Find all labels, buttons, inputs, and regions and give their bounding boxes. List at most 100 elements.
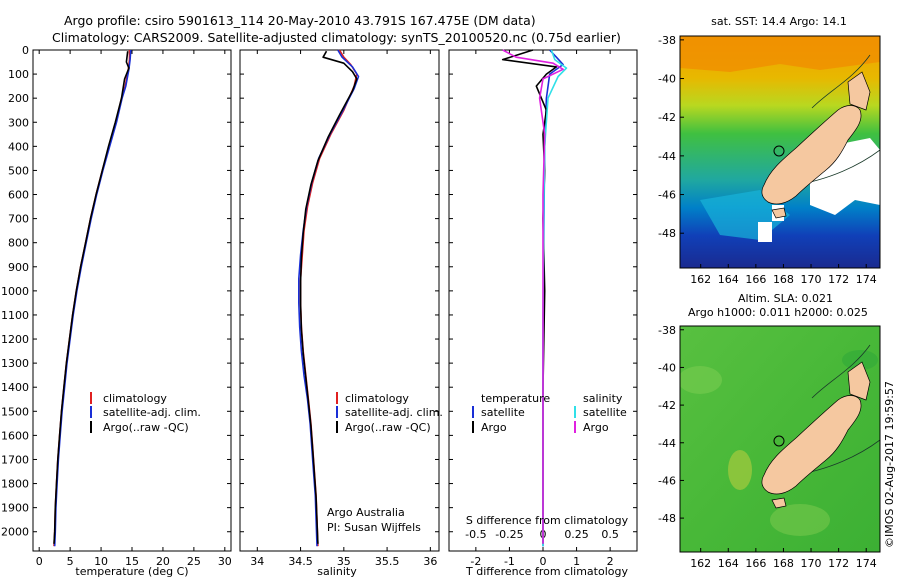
lon-tick-label: 170: [801, 273, 822, 286]
legend-label-argo: Argo(..raw -QC): [345, 421, 431, 434]
argo-position-marker: [773, 435, 785, 447]
lon-tick-label: 172: [828, 557, 849, 570]
depth-tick-label: 1700: [1, 453, 29, 466]
x-tick-label: 34: [250, 555, 264, 568]
imos-watermark: ©IMOS 02-Aug-2017 19:59:57: [883, 381, 896, 548]
legend-label-climatology: climatology: [345, 392, 409, 405]
sla-map-title-1: Altim. SLA: 0.021: [738, 292, 833, 305]
sla-map: [680, 326, 880, 552]
legend-label-satellite: satellite-adj. clim.: [103, 406, 201, 419]
x-tick-label: 20: [156, 555, 170, 568]
lat-tick-label: -38: [658, 324, 676, 337]
depth-tick-label: 1300: [1, 357, 29, 370]
x-tick-label: 1: [573, 555, 580, 568]
land-north-island: [847, 361, 871, 401]
title-line-1: Argo profile: csiro 5901613_114 20-May-2…: [64, 13, 536, 28]
lat-tick-label: -42: [658, 111, 676, 124]
x-tick-label: 25: [187, 555, 201, 568]
sst-map-title: sat. SST: 14.4 Argo: 14.1: [711, 15, 847, 28]
land-stewart-island: [771, 207, 787, 219]
sla-patch: [770, 504, 830, 536]
depth-tick-label: 0: [22, 44, 29, 57]
lon-tick-label: 170: [801, 557, 822, 570]
temperature-plot: 0 5 10 15 20 25 30: [36, 49, 232, 568]
depth-tick-label: 1000: [1, 285, 29, 298]
legend-label-s-satellite: satellite: [583, 406, 627, 419]
legend-label-climatology: climatology: [103, 392, 167, 405]
lon-tick-label: 162: [690, 557, 711, 570]
x-tick-label: 35.5: [375, 555, 400, 568]
x-tick-label: 35: [337, 555, 351, 568]
depth-tick-label: 300: [8, 116, 29, 129]
lon-tick-label: 164: [718, 273, 739, 286]
series-line-argo-raw-qc-: [53, 51, 130, 544]
lat-tick-label: -44: [658, 437, 676, 450]
lon-tick-label: 168: [773, 557, 794, 570]
depth-tick-label: 400: [8, 140, 29, 153]
lat-tick-label: -44: [658, 150, 676, 163]
series-line-satellite-adj-clim-: [53, 49, 132, 547]
x-tick-label: 34.5: [288, 555, 313, 568]
depth-axis: 0 100 200 300 400 500 600 700 800 900 1000 1100 1200…: [1, 44, 637, 539]
x-tick-label: 5: [67, 555, 74, 568]
temperature-plot-frame: [32, 49, 232, 552]
sla-patch: [680, 366, 722, 394]
sla-map-title-2: Argo h1000: 0.011 h2000: 0.025: [688, 306, 868, 319]
depth-tick-label: 100: [8, 68, 29, 81]
depth-tick-label: 800: [8, 237, 29, 250]
lon-tick-label: 174: [856, 557, 877, 570]
depth-tick-label: 200: [8, 92, 29, 105]
s-difference-axis-label: S difference from climatology: [466, 514, 629, 527]
salinity-legend: climatology satellite-adj. clim. Argo(..…: [327, 392, 443, 534]
series-line-argo-raw-qc-: [299, 50, 358, 544]
s-difference-tick-label: 0.25: [564, 528, 589, 541]
lat-tick-label: -48: [658, 227, 676, 240]
depth-tick-label: 1500: [1, 405, 29, 418]
depth-tick-label: 600: [8, 189, 29, 202]
lon-tick-label: 174: [856, 273, 877, 286]
legend-label-argo: Argo(..raw -QC): [103, 421, 189, 434]
series-line-satellite-adj-clim-: [298, 49, 360, 547]
legend-title-temperature: temperature: [481, 392, 550, 405]
depth-tick-label: 1800: [1, 478, 29, 491]
sla-patch: [842, 350, 878, 370]
temperature-legend: climatology satellite-adj. clim. Argo(..…: [90, 392, 201, 434]
salinity-plot: 34 34.5 35 35.5 36: [250, 49, 437, 568]
lat-tick-label: -40: [658, 361, 676, 374]
land-stewart-island: [771, 497, 787, 509]
depth-tick-label: 1100: [1, 309, 29, 322]
depth-tick-label: 500: [8, 164, 29, 177]
depth-tick-label: 1200: [1, 333, 29, 346]
annotation-pi: PI: Susan Wijffels: [327, 521, 421, 534]
lat-tick-label: -46: [658, 189, 676, 202]
sst-warm-patch: [680, 36, 880, 72]
s-difference-tick-label: 0.5: [601, 528, 619, 541]
lon-tick-label: 172: [828, 273, 849, 286]
x-tick-label: 0: [540, 555, 547, 568]
legend-label-s-argo: Argo: [583, 421, 609, 434]
lat-tick-label: -48: [658, 512, 676, 525]
difference-plot: -2 -1 0 1 2-0.5 -0.25 0 0.25 0.5: [465, 49, 619, 568]
depth-tick-label: 1900: [1, 502, 29, 515]
t-difference-axis-label: T difference from climatology: [465, 565, 628, 578]
s-difference-tick-label: -0.5: [465, 528, 486, 541]
legend-label-t-satellite: satellite: [481, 406, 525, 419]
x-tick-label: 36: [423, 555, 437, 568]
series-line-climatology: [299, 49, 358, 547]
sla-map-frame: [679, 325, 881, 553]
lon-tick-label: 164: [718, 557, 739, 570]
land-north-island: [847, 71, 871, 111]
lat-tick-label: -42: [658, 399, 676, 412]
lat-tick-label: -46: [658, 474, 676, 487]
land-south-island: [761, 105, 862, 205]
sst-map: [680, 36, 880, 268]
lat-tick-label: -40: [658, 73, 676, 86]
series-line-argo: [501, 49, 558, 544]
lon-tick-label: 162: [690, 273, 711, 286]
series-line-climatology: [53, 50, 131, 547]
lat-tick-label: -38: [658, 34, 676, 47]
x-tick-label: -2: [470, 555, 481, 568]
title-line-2: Climatology: CARS2009. Satellite-adjuste…: [52, 30, 621, 45]
sla-patch: [728, 450, 752, 490]
